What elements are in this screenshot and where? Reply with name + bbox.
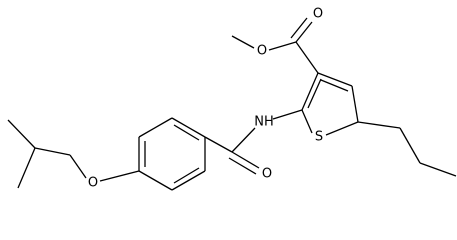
atom-label: O [257,44,267,59]
atom-labels: O O NH S O O [88,7,323,191]
molecule-diagram: O O NH S O O [7,7,457,191]
atom-label: O [262,167,272,182]
atom-label: NH [254,115,274,130]
atom-label: S [315,130,323,145]
atom-label: O [313,7,323,22]
bonds [7,17,457,191]
atom-label: O [88,176,98,191]
